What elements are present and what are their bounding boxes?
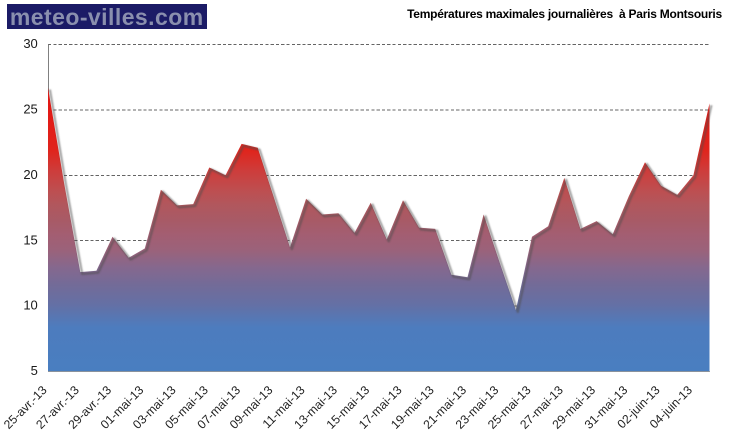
svg-text:10: 10 [23,298,37,313]
svg-text:30: 30 [23,36,37,51]
svg-text:15: 15 [23,232,37,247]
svg-text:20: 20 [23,167,37,182]
svg-text:25: 25 [23,102,37,117]
svg-text:5: 5 [31,363,38,378]
